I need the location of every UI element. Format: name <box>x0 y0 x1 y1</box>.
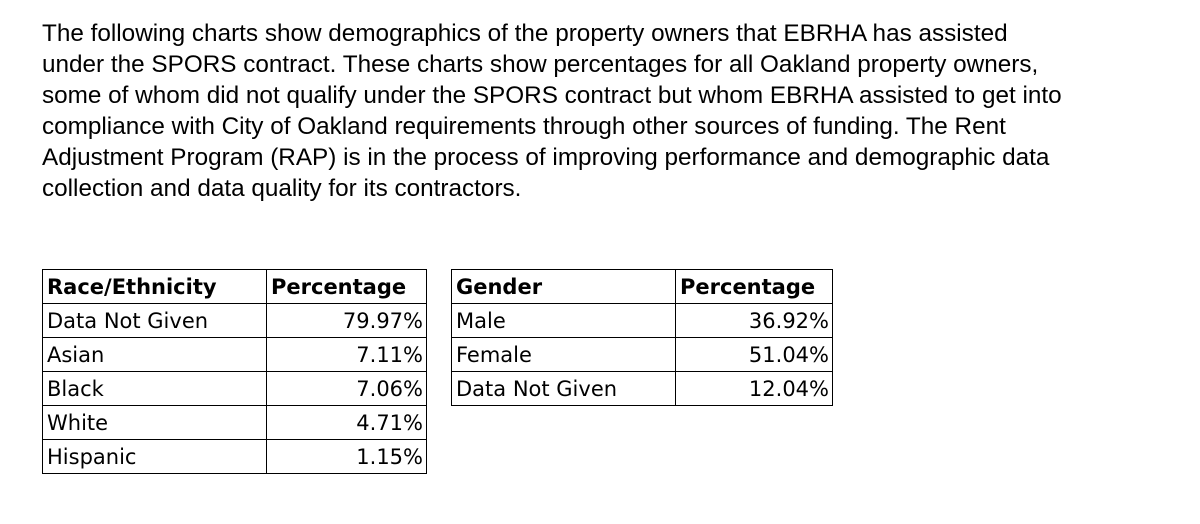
intro-line: some of whom did not qualify under the S… <box>42 82 1062 109</box>
intro-paragraph: The following charts show demographics o… <box>42 18 1182 204</box>
table-row: Data Not Given 12.04% <box>451 371 833 406</box>
row-value: 7.11% <box>266 337 427 372</box>
column-header: Gender <box>451 269 676 304</box>
row-value: 12.04% <box>675 371 833 406</box>
column-header: Percentage <box>675 269 833 304</box>
column-header: Percentage <box>266 269 427 304</box>
row-value: 36.92% <box>675 303 833 338</box>
table-row: Female 51.04% <box>451 337 833 372</box>
row-label: White <box>42 405 267 440</box>
column-header: Race/Ethnicity <box>42 269 267 304</box>
table-row: Data Not Given 79.97% <box>42 303 427 338</box>
row-value: 7.06% <box>266 371 427 406</box>
table-row: White 4.71% <box>42 405 427 440</box>
row-label: Black <box>42 371 267 406</box>
row-value: 1.15% <box>266 439 427 474</box>
row-value: 4.71% <box>266 405 427 440</box>
intro-line: compliance with City of Oakland requirem… <box>42 113 1006 140</box>
intro-line: The following charts show demographics o… <box>42 20 1008 47</box>
row-label: Male <box>451 303 676 338</box>
row-label: Asian <box>42 337 267 372</box>
race-ethnicity-table: Race/Ethnicity Percentage Data Not Given… <box>42 269 427 474</box>
intro-line: collection and data quality for its cont… <box>42 175 522 202</box>
intro-line: Adjustment Program (RAP) is in the proce… <box>42 144 1050 171</box>
gender-table: Gender Percentage Male 36.92% Female 51.… <box>451 269 833 406</box>
table-row: Male 36.92% <box>451 303 833 338</box>
table-row: Hispanic 1.15% <box>42 439 427 474</box>
row-value: 79.97% <box>266 303 427 338</box>
table-header-row: Gender Percentage <box>451 269 833 304</box>
table-row: Asian 7.11% <box>42 337 427 372</box>
table-header-row: Race/Ethnicity Percentage <box>42 269 427 304</box>
row-label: Data Not Given <box>42 303 267 338</box>
row-label: Female <box>451 337 676 372</box>
row-label: Data Not Given <box>451 371 676 406</box>
row-label: Hispanic <box>42 439 267 474</box>
table-row: Black 7.06% <box>42 371 427 406</box>
intro-line: under the SPORS contract. These charts s… <box>42 51 1039 78</box>
row-value: 51.04% <box>675 337 833 372</box>
